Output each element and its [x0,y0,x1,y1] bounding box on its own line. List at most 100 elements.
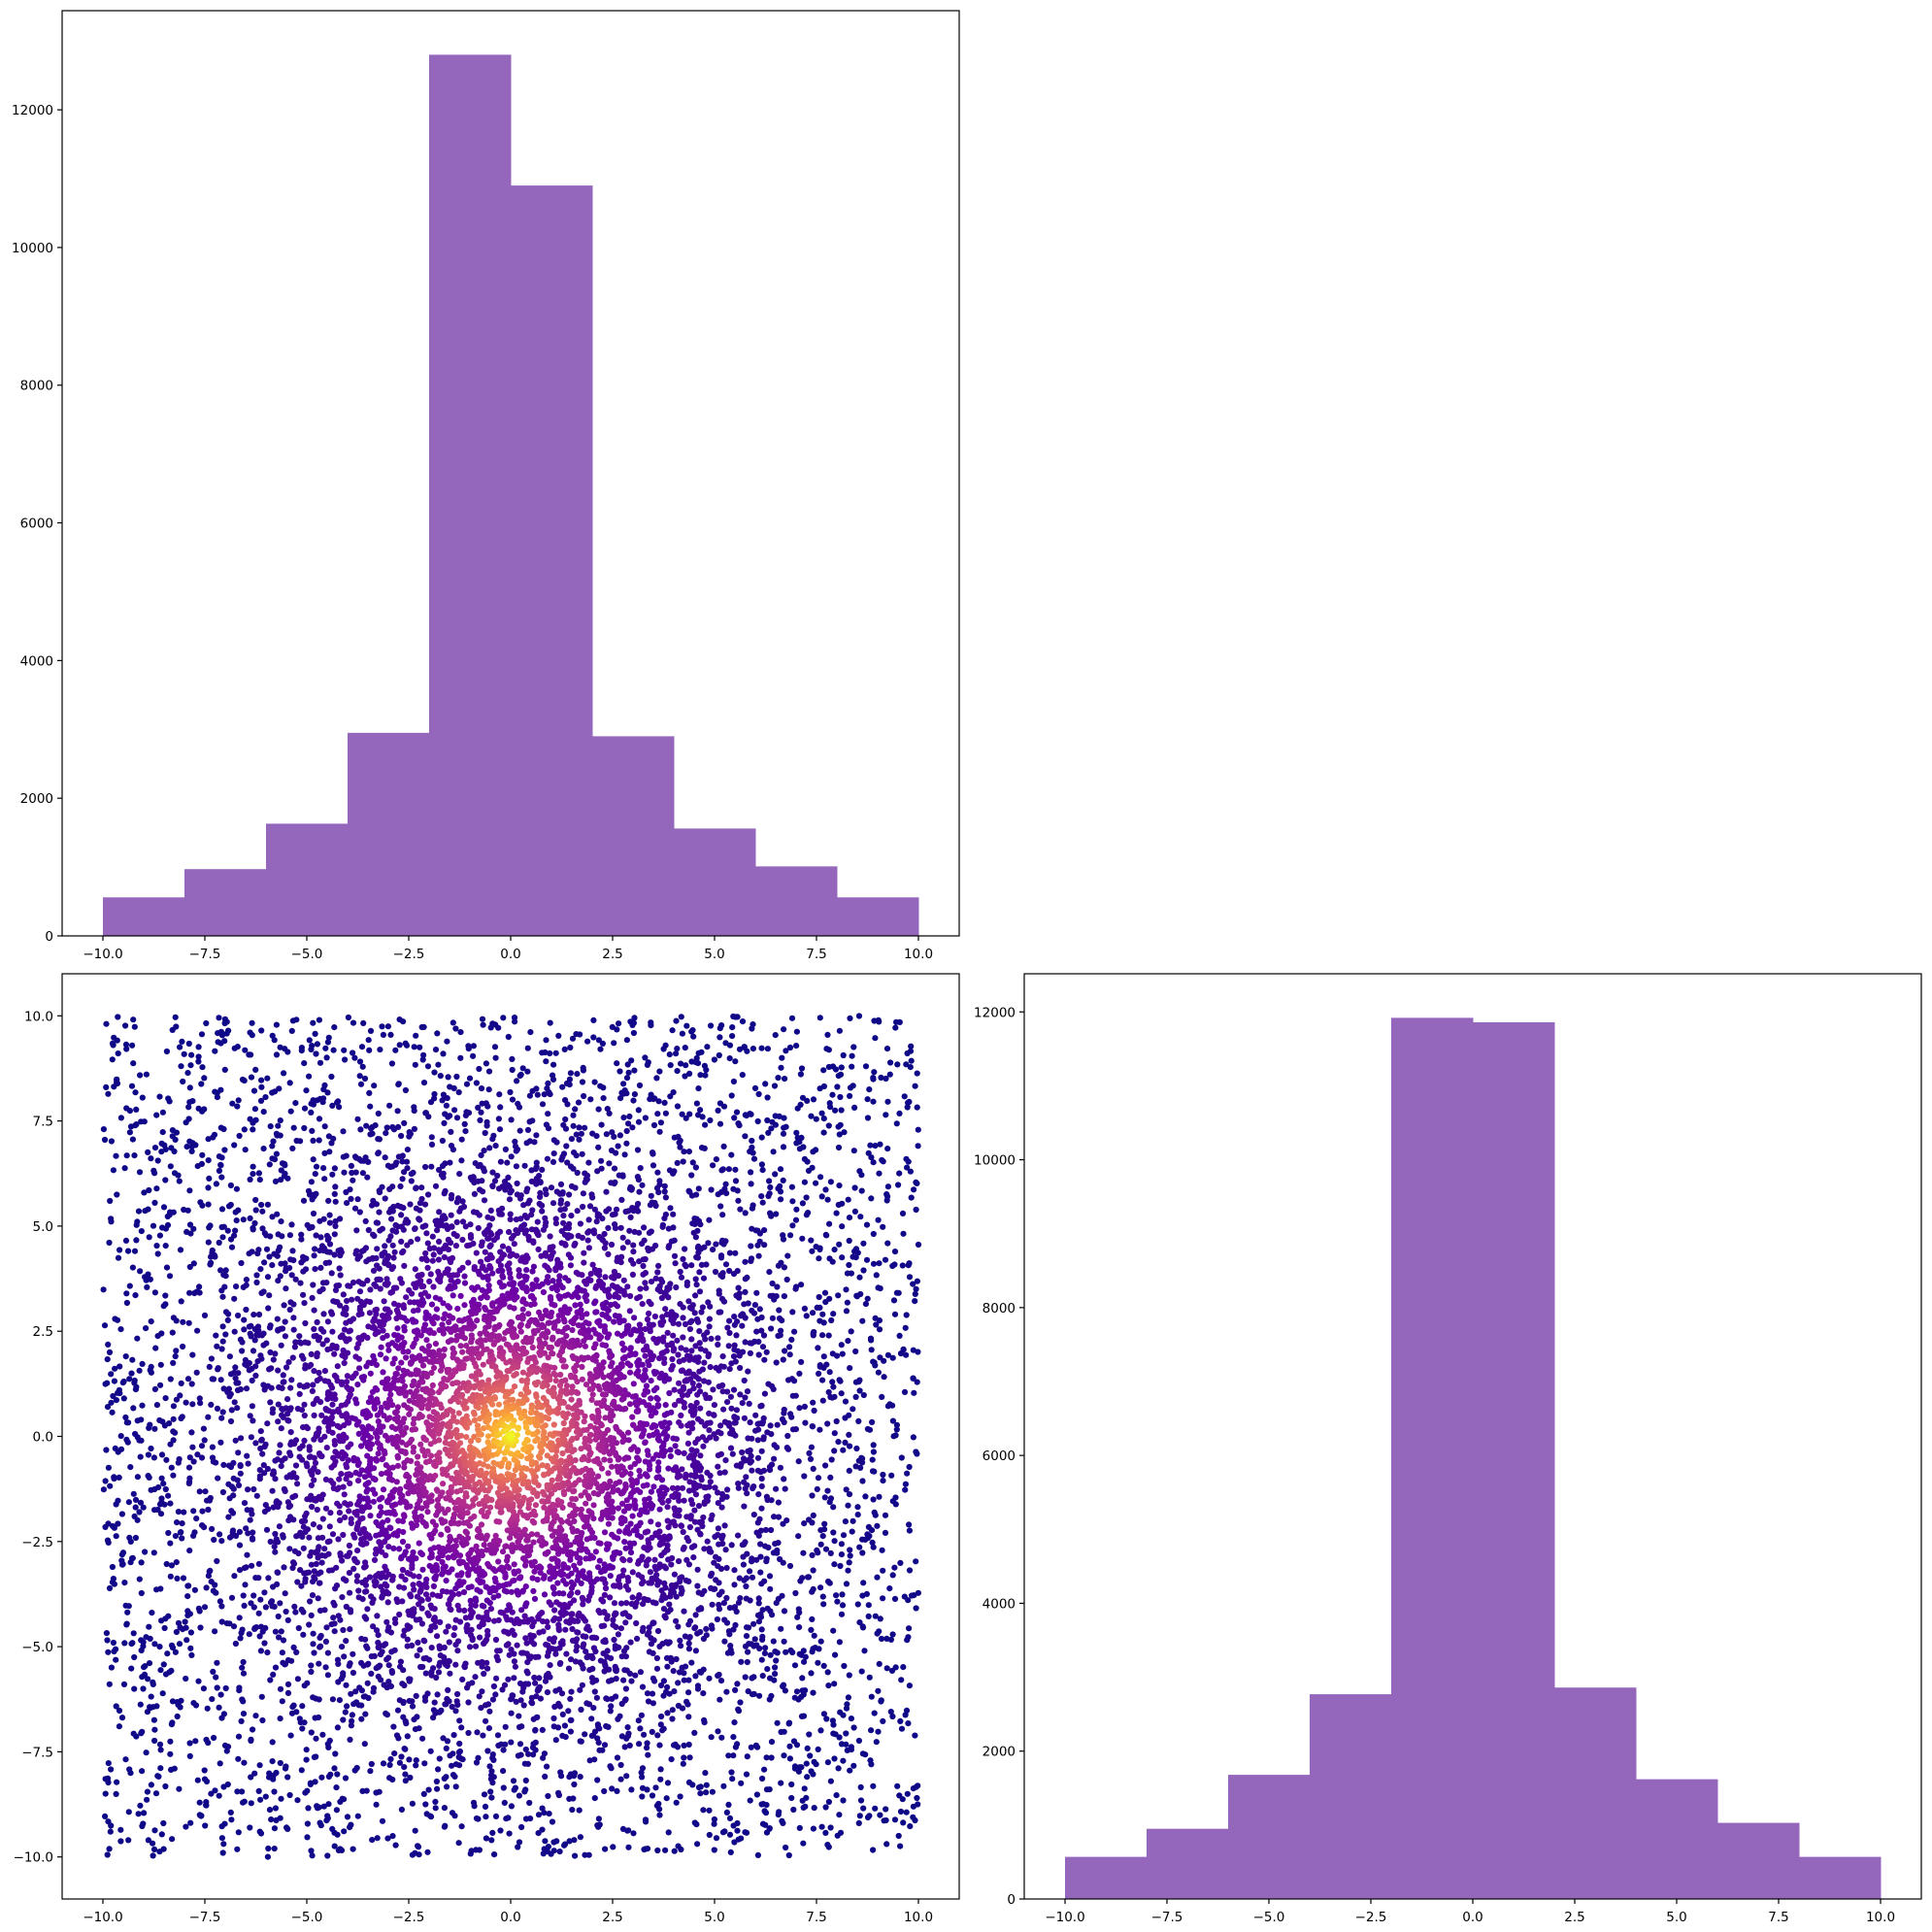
scatter-point [772,1541,779,1548]
scatter-point [250,1119,256,1126]
scatter-point [600,1084,607,1091]
scatter-point [838,1107,845,1114]
scatter-point [789,1426,797,1433]
scatter-point [108,1399,115,1406]
scatter-point [552,1737,559,1744]
scatter-point [163,1264,171,1271]
scatter-point [739,1400,746,1407]
scatter-point [337,1272,344,1279]
scatter-point [693,1253,700,1261]
scatter-point [671,1571,679,1578]
scatter-point [650,1675,657,1682]
scatter-point [809,1551,816,1558]
scatter-point [146,1660,153,1667]
scatter-point [308,1179,315,1185]
scatter-point [224,1316,231,1323]
scatter-point [899,1262,906,1269]
scatter-point [783,1276,790,1283]
scatter-point [445,1074,451,1081]
scatter-point [494,1172,501,1180]
scatter-point [389,1833,396,1840]
scatter-point [105,1090,112,1097]
scatter-point [662,1194,670,1201]
scatter-point [316,1524,323,1531]
scatter-point [675,1623,682,1630]
scatter-point [334,1771,341,1778]
scatter-point [754,1454,762,1461]
scatter-point [481,1197,488,1204]
scatter-point [789,1309,796,1316]
scatter-point [278,1218,284,1225]
scatter-point [162,1243,169,1249]
scatter-point [182,1618,188,1625]
scatter-point [176,1178,183,1184]
scatter-point [750,1155,758,1162]
scatter-point [676,1558,683,1565]
scatter-point [290,1257,297,1264]
scatter-point [483,1060,489,1067]
scatter-point [686,1070,693,1077]
scatter-point [835,1123,842,1130]
scatter-point [276,1500,283,1507]
scatter-point [685,1640,692,1647]
scatter-point [810,1465,816,1472]
scatter-point [903,1155,910,1162]
scatter-point [293,1709,300,1715]
scatter-point [647,1202,654,1209]
scatter-point [726,1249,734,1256]
scatter-point [121,1580,128,1586]
scatter-point [358,1044,366,1050]
scatter-point [409,1642,416,1649]
scatter-point [727,1430,734,1437]
scatter-point [116,1707,123,1715]
scatter-point [190,1260,197,1267]
scatter-point [742,1112,749,1118]
scatter-point [745,1688,751,1695]
scatter-point [376,1209,383,1216]
scatter-point [286,1502,294,1509]
scatter-point [496,1126,504,1133]
scatter-point [103,1630,110,1637]
scatter-point [115,1254,122,1261]
scatter-point [126,1766,133,1773]
scatter-point [267,1677,274,1683]
scatter-point [185,1582,192,1589]
scatter-point [312,1779,318,1785]
scatter-point [334,1724,341,1731]
scatter-point [347,1736,353,1743]
scatter-point [275,1122,282,1129]
scatter-point [826,1369,833,1376]
scatter-point [188,1651,195,1658]
scatter-point [309,1294,316,1301]
scatter-point [284,1774,291,1781]
scatter-point [269,1739,276,1746]
scatter-point [505,1641,512,1648]
scatter-point [650,1619,657,1626]
scatter-point [129,1554,136,1561]
scatter-point [415,1236,421,1243]
scatter-point [322,1664,329,1671]
scatter-point [371,1083,378,1089]
scatter-point [838,1611,846,1617]
scatter-point [386,1775,393,1782]
scatter-point [105,1539,112,1546]
scatter-point [268,1384,275,1391]
scatter-point [889,1498,896,1505]
scatter-point [235,1733,243,1740]
scatter-point [550,1848,557,1854]
scatter-point [824,1842,831,1849]
scatter-point [269,1143,276,1149]
scatter-point [710,1386,716,1393]
scatter-point [810,1149,816,1155]
scatter-point [157,1585,164,1592]
scatter-point [140,1504,147,1511]
scatter-point [654,1269,661,1276]
scatter-point [642,1054,649,1061]
scatter-point [413,1762,419,1769]
scatter-point [129,1356,136,1363]
scatter-point [532,1739,539,1746]
scatter-point [178,1380,184,1386]
scatter-point [745,1448,751,1454]
scatter-point [709,1512,716,1518]
scatter-point [720,1406,727,1413]
